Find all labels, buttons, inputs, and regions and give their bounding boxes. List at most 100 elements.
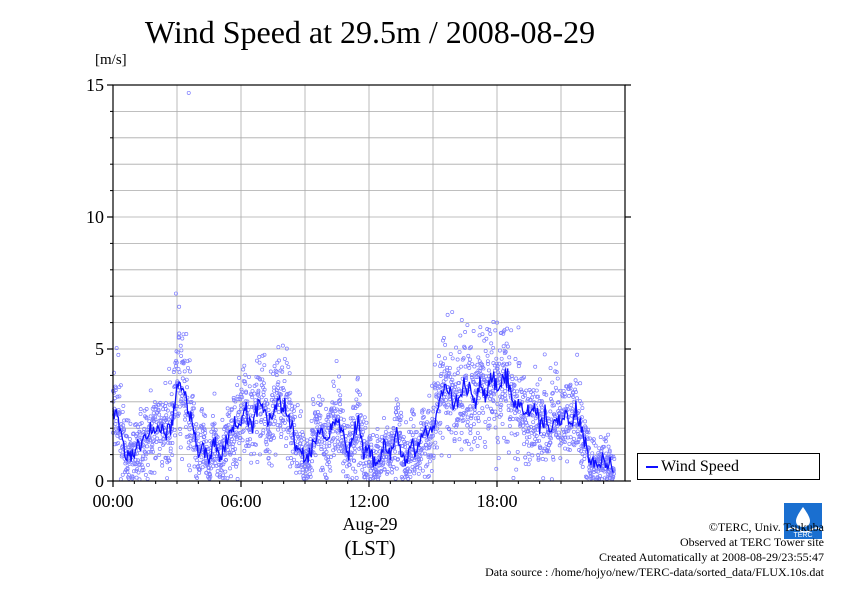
- data-point: [420, 410, 425, 415]
- data-point: [553, 428, 558, 433]
- data-point: [515, 394, 520, 398]
- data-point: [524, 435, 529, 440]
- data-point: [153, 407, 158, 412]
- data-point: [471, 439, 476, 444]
- data-point: [444, 368, 449, 373]
- data-point: [522, 442, 526, 447]
- data-point: [525, 439, 529, 444]
- data-point: [143, 430, 148, 435]
- data-point: [418, 466, 423, 471]
- data-point: [229, 434, 234, 439]
- data-point: [326, 455, 331, 459]
- data-point: [454, 424, 459, 429]
- data-point: [317, 394, 322, 399]
- data-point: [505, 362, 510, 367]
- data-point: [571, 429, 576, 434]
- data-point: [334, 359, 339, 364]
- data-point: [191, 406, 196, 411]
- data-point: [552, 414, 557, 419]
- data-point: [118, 477, 123, 482]
- data-point: [526, 451, 531, 456]
- data-point: [177, 370, 182, 375]
- data-point: [542, 391, 547, 396]
- data-point: [411, 411, 416, 416]
- data-point: [287, 428, 292, 433]
- data-point: [166, 440, 171, 445]
- data-point: [429, 453, 434, 458]
- data-point: [511, 417, 516, 421]
- data-point: [561, 427, 566, 432]
- data-point: [472, 407, 477, 412]
- data-point: [580, 464, 585, 469]
- data-point: [153, 455, 158, 460]
- data-point: [239, 407, 244, 412]
- data-point: [556, 400, 561, 405]
- data-point: [341, 469, 346, 474]
- data-point: [194, 458, 199, 463]
- data-point: [560, 394, 565, 399]
- x-tick-label: 00:00: [92, 491, 133, 511]
- data-point: [342, 425, 347, 430]
- data-point: [432, 362, 437, 367]
- data-point: [362, 415, 367, 420]
- data-point: [530, 413, 535, 418]
- data-point: [224, 428, 229, 433]
- data-point: [190, 394, 195, 399]
- data-point: [203, 431, 208, 435]
- data-point: [249, 460, 254, 465]
- data-point: [493, 368, 497, 373]
- legend-swatch: [646, 466, 658, 468]
- data-point: [588, 470, 593, 475]
- data-point: [183, 417, 188, 422]
- data-point: [365, 440, 370, 445]
- data-point: [523, 393, 527, 398]
- data-point: [206, 447, 211, 451]
- data-point: [231, 462, 235, 467]
- data-point: [165, 408, 170, 413]
- data-point: [149, 470, 154, 475]
- data-point: [516, 325, 521, 330]
- data-point: [307, 472, 312, 477]
- data-point: [547, 440, 552, 445]
- data-point: [515, 431, 520, 436]
- data-point: [134, 422, 138, 427]
- data-point: [558, 456, 563, 461]
- data-point: [528, 390, 533, 394]
- data-point: [483, 419, 488, 424]
- data-point: [453, 431, 458, 436]
- data-point: [256, 388, 261, 393]
- data-point: [322, 452, 327, 457]
- data-point: [511, 384, 516, 389]
- data-point: [115, 394, 120, 399]
- data-point: [439, 383, 444, 388]
- data-point: [254, 430, 259, 435]
- data-point: [194, 422, 199, 427]
- data-point: [540, 457, 545, 461]
- data-point: [394, 406, 398, 411]
- data-point: [521, 427, 526, 432]
- data-point: [326, 412, 331, 417]
- data-point: [190, 393, 195, 398]
- data-point: [427, 473, 431, 478]
- data-point: [309, 418, 314, 423]
- data-point: [522, 375, 527, 380]
- data-point: [554, 370, 559, 375]
- data-point: [539, 405, 544, 410]
- data-point: [593, 443, 598, 448]
- data-point: [126, 473, 131, 478]
- data-point: [239, 403, 243, 408]
- data-point: [284, 360, 289, 365]
- data-point: [421, 422, 426, 427]
- data-point: [247, 405, 252, 409]
- data-point: [242, 379, 247, 384]
- data-point: [213, 428, 218, 433]
- data-point: [184, 332, 189, 336]
- data-point: [507, 355, 512, 360]
- data-point: [172, 367, 177, 372]
- data-point: [550, 403, 555, 408]
- data-point-outlier: [450, 310, 455, 314]
- data-point: [456, 366, 461, 371]
- data-point: [550, 380, 555, 385]
- data-point: [549, 399, 554, 404]
- data-point: [332, 384, 336, 388]
